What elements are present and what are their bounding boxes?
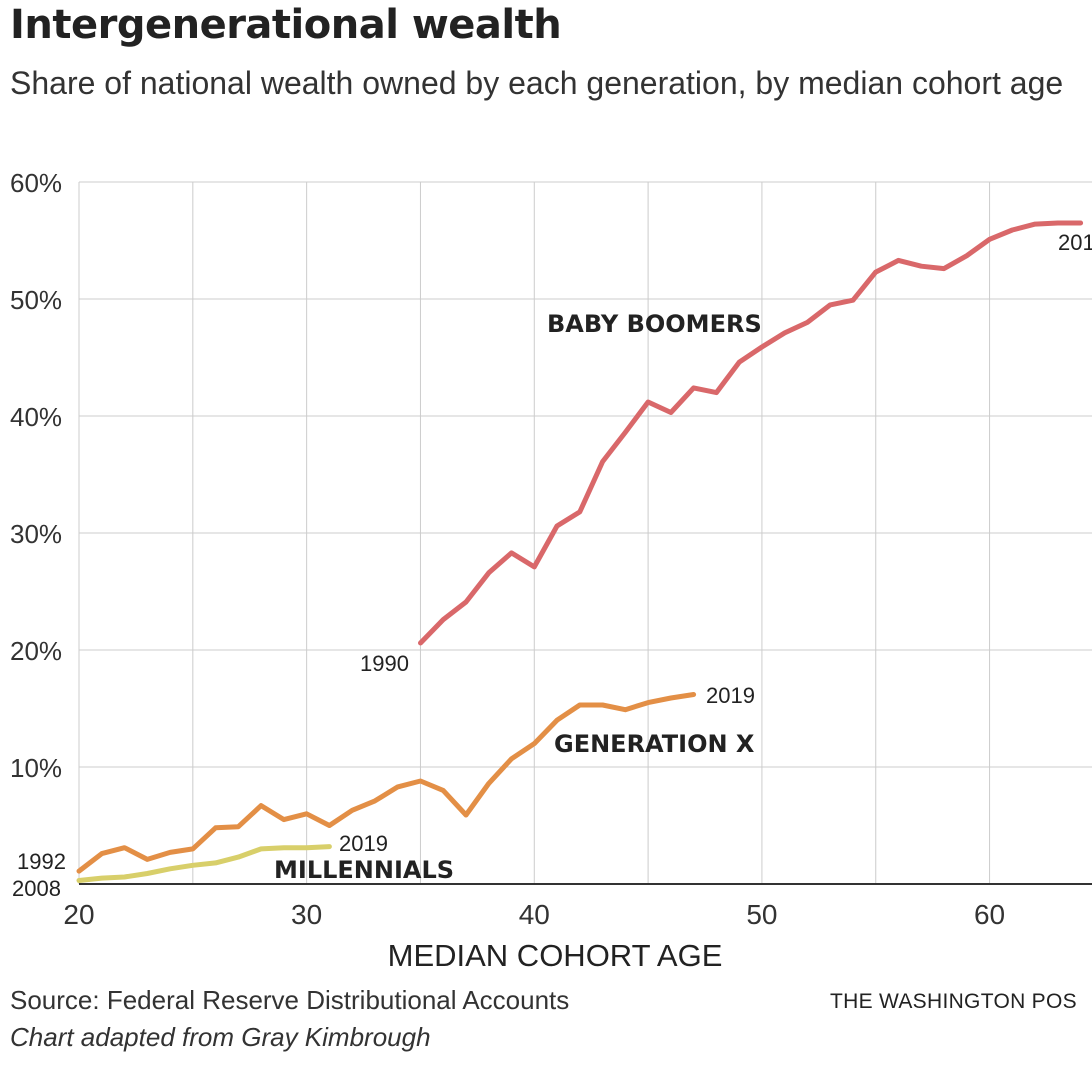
y-tick-label: 20% bbox=[10, 636, 62, 666]
y-tick-label: 60% bbox=[10, 168, 62, 198]
series-name-label: GENERATION X bbox=[554, 730, 755, 758]
axes: 10% 20% 30% 40% 50% 60% 20 30 40 50 60 MEDIAN COHOR… bbox=[10, 168, 1092, 973]
y-tick-label: 40% bbox=[10, 402, 62, 432]
data-labels: BABY BOOMERS GENERATION X MILLENNIALS 1990 2… bbox=[12, 230, 1092, 901]
x-axis-title: MEDIAN COHORT AGE bbox=[388, 938, 723, 973]
year-label: 2019 bbox=[1058, 230, 1092, 255]
y-tick-label: 30% bbox=[10, 519, 62, 549]
credit-note: Chart adapted from Gray Kimbrough bbox=[10, 1022, 431, 1052]
chart-title: Intergenerational wealth bbox=[10, 2, 562, 48]
year-label: 1992 bbox=[17, 849, 66, 874]
series-name-label: MILLENNIALS bbox=[274, 856, 454, 884]
x-tick-label: 60 bbox=[974, 899, 1005, 930]
millennials-line bbox=[76, 844, 332, 883]
source-note: Source: Federal Reserve Distributional A… bbox=[10, 985, 570, 1015]
year-label: 2019 bbox=[339, 831, 388, 856]
y-tick-label: 10% bbox=[10, 753, 62, 783]
year-label: 2008 bbox=[12, 876, 61, 901]
series-name-label: BABY BOOMERS bbox=[547, 310, 762, 338]
y-tick-label: 50% bbox=[10, 285, 62, 315]
year-label: 2019 bbox=[706, 683, 755, 708]
year-label: 1990 bbox=[360, 651, 409, 676]
baby-boomers-line bbox=[418, 220, 1084, 646]
line-chart: 10% 20% 30% 40% 50% 60% 20 30 40 50 60 MEDIAN COHOR… bbox=[10, 168, 1092, 973]
chart-subtitle: Share of national wealth owned by each g… bbox=[10, 65, 1064, 101]
generation-x-line bbox=[76, 692, 697, 874]
grid-lines bbox=[78, 181, 1092, 884]
series-lines bbox=[76, 220, 1084, 883]
x-tick-label: 40 bbox=[519, 899, 550, 930]
x-tick-label: 50 bbox=[746, 899, 777, 930]
publisher-logo: THE WASHINGTON POS bbox=[830, 990, 1077, 1013]
x-tick-label: 30 bbox=[291, 899, 322, 930]
x-tick-label: 20 bbox=[63, 899, 94, 930]
